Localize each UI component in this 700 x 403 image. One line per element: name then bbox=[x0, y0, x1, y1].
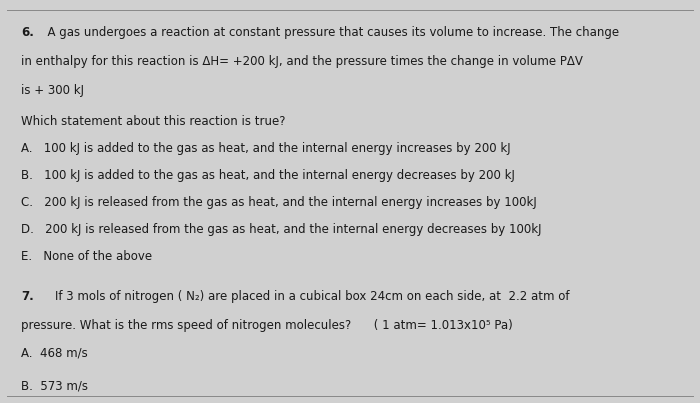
Text: A.  468 m/s: A. 468 m/s bbox=[21, 347, 88, 360]
Text: B.   100 kJ is added to the gas as heat, and the internal energy decreases by 20: B. 100 kJ is added to the gas as heat, a… bbox=[21, 169, 515, 182]
Text: 6.: 6. bbox=[21, 26, 34, 39]
Text: pressure. What is the rms speed of nitrogen molecules?      ( 1 atm= 1.013x10⁵ P: pressure. What is the rms speed of nitro… bbox=[21, 319, 512, 332]
Text: 7.: 7. bbox=[21, 290, 34, 303]
Text: E.   None of the above: E. None of the above bbox=[21, 250, 152, 263]
Text: A gas undergoes a reaction at constant pressure that causes its volume to increa: A gas undergoes a reaction at constant p… bbox=[40, 26, 619, 39]
Text: If 3 mols of nitrogen ( N₂) are placed in a cubical box 24cm on each side, at  2: If 3 mols of nitrogen ( N₂) are placed i… bbox=[40, 290, 569, 303]
Text: A.   100 kJ is added to the gas as heat, and the internal energy increases by 20: A. 100 kJ is added to the gas as heat, a… bbox=[21, 142, 510, 155]
Text: B.  573 m/s: B. 573 m/s bbox=[21, 380, 88, 393]
Text: in enthalpy for this reaction is ΔH= +200 kJ, and the pressure times the change : in enthalpy for this reaction is ΔH= +20… bbox=[21, 55, 583, 68]
Text: is + 300 kJ: is + 300 kJ bbox=[21, 84, 84, 97]
Text: C.   200 kJ is released from the gas as heat, and the internal energy increases : C. 200 kJ is released from the gas as he… bbox=[21, 196, 537, 209]
Text: Which statement about this reaction is true?: Which statement about this reaction is t… bbox=[21, 115, 286, 128]
Text: D.   200 kJ is released from the gas as heat, and the internal energy decreases : D. 200 kJ is released from the gas as he… bbox=[21, 223, 542, 236]
